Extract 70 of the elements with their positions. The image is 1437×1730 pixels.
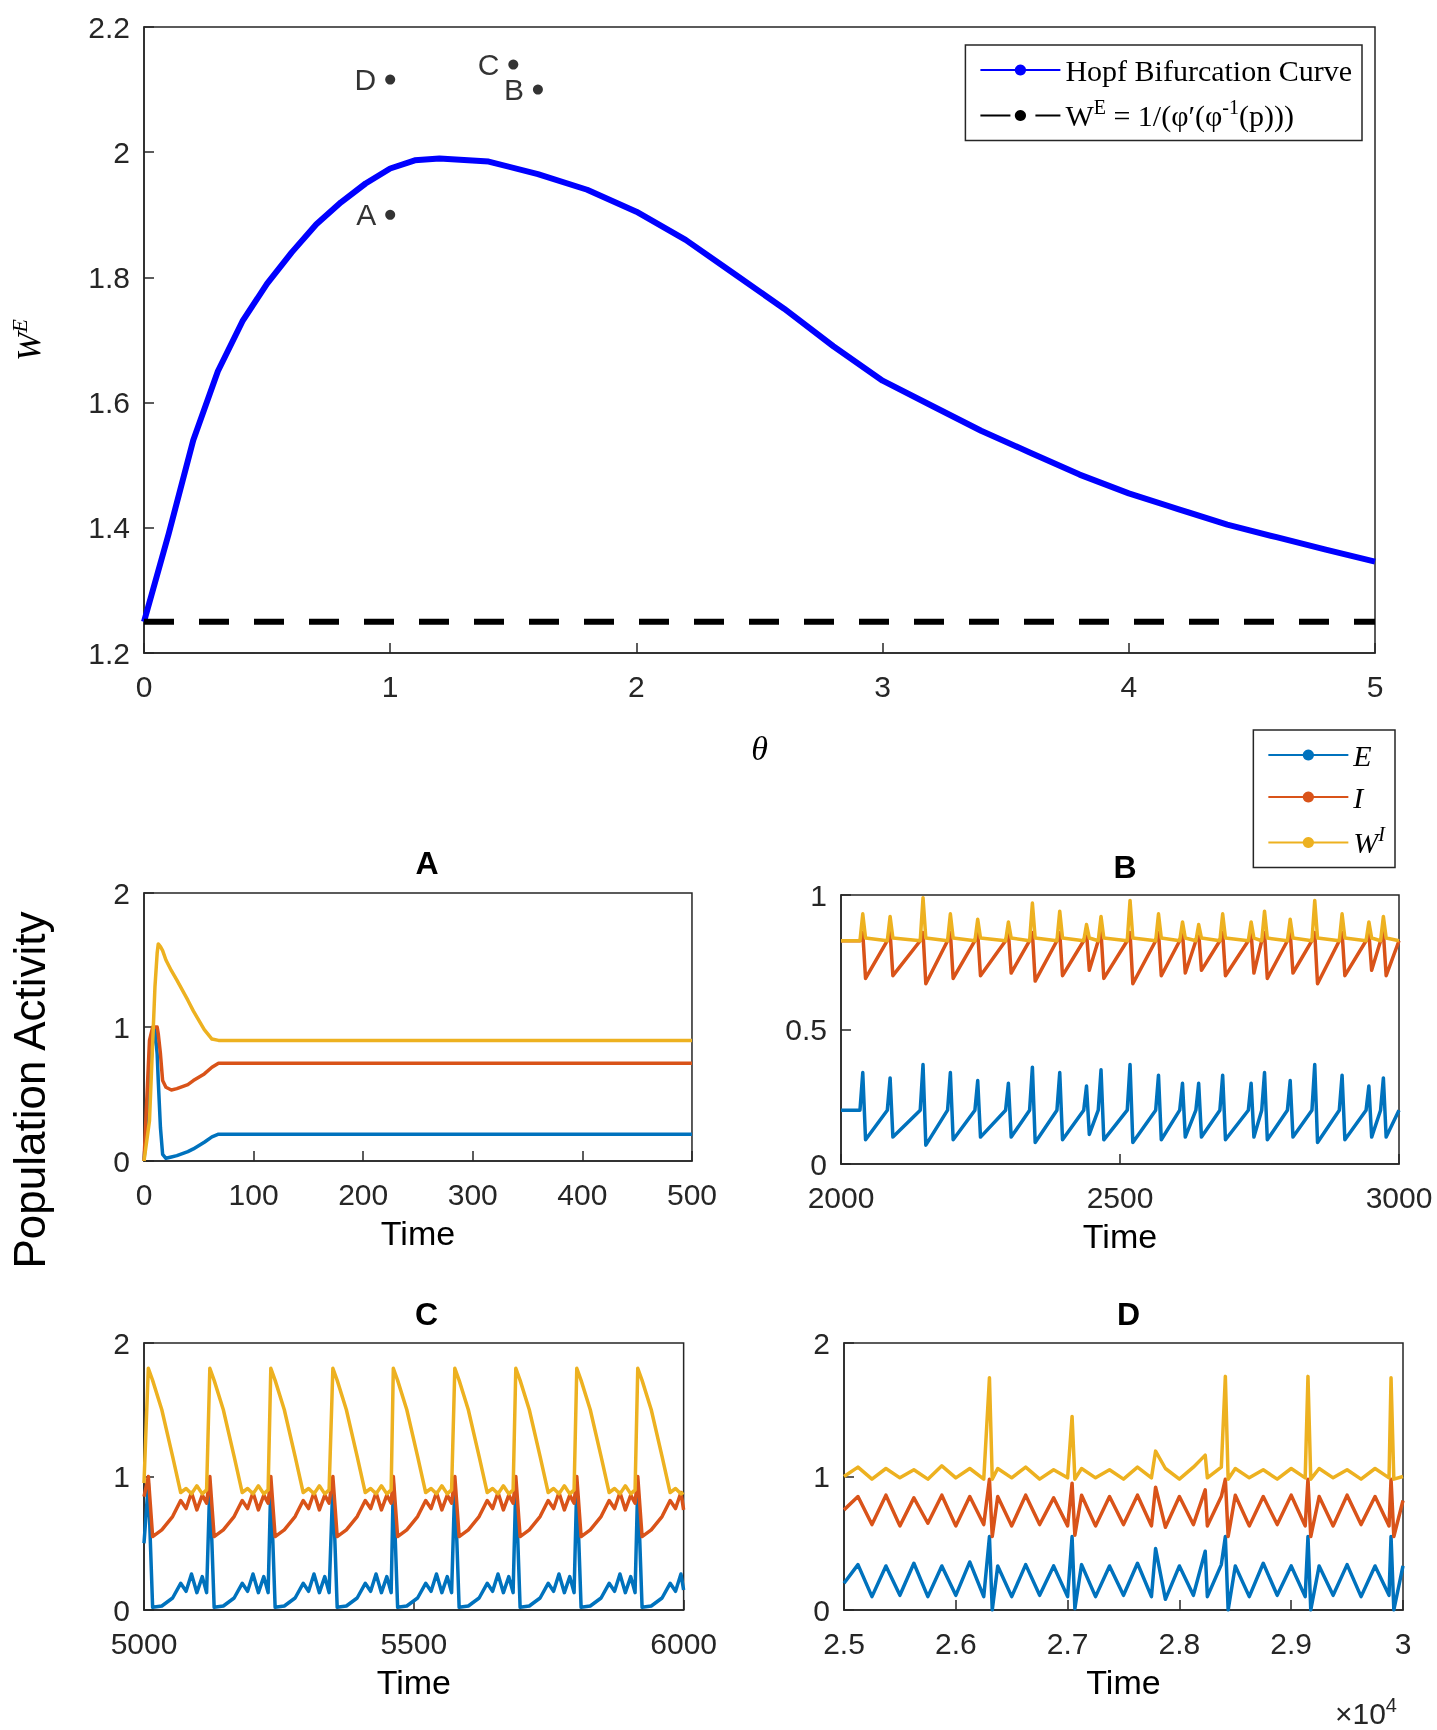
x-tick-label: 5000	[110, 1626, 178, 1660]
x-tick-label: 5	[1366, 669, 1384, 703]
annotation: C	[477, 48, 500, 82]
y-axis-title: WE	[6, 318, 47, 361]
x-tick-label: 3	[1394, 1626, 1412, 1660]
y-tick-label: 0	[113, 1593, 130, 1627]
x-tick-label: 2.8	[1158, 1626, 1201, 1660]
y-tick-label: 1.2	[88, 636, 130, 670]
y-axis-title: Population Activity	[5, 911, 55, 1269]
point	[532, 84, 543, 95]
x-axis-title: θ	[751, 729, 768, 767]
line-series	[142, 1366, 686, 1496]
y-tick-label: 1.8	[88, 260, 130, 294]
x-tick-label: 3	[874, 669, 891, 703]
annotation: A	[356, 198, 377, 232]
chart-title: C	[414, 1296, 439, 1332]
x-tick-label: 200	[338, 1177, 389, 1211]
legend-label: Hopf Bifurcation Curve	[1065, 53, 1353, 87]
legend-label: I	[1352, 780, 1366, 814]
x-axis-title: Time	[1086, 1663, 1161, 1701]
y-tick-label: 2.2	[88, 10, 130, 44]
y-tick-label: 1.4	[88, 511, 130, 545]
line-series	[842, 1477, 1405, 1539]
y-tick-label: 1	[113, 1010, 130, 1044]
line-series	[142, 1474, 686, 1539]
x-tick-label: 2.5	[823, 1626, 865, 1660]
chart-title: B	[1113, 849, 1137, 885]
x-tick-label: 0	[135, 669, 153, 703]
point	[385, 209, 396, 220]
point	[385, 74, 396, 85]
x-tick-label: 6000	[650, 1626, 718, 1660]
y-tick-label: 1	[813, 1460, 830, 1493]
x-tick-label: 2	[628, 669, 645, 703]
x-tick-label: 300	[447, 1177, 498, 1211]
y-tick-label: 0	[813, 1593, 830, 1627]
y-tick-label: 1	[810, 878, 827, 912]
line-series	[839, 1062, 1401, 1147]
point	[508, 59, 519, 70]
x-tick-label: 2500	[1086, 1180, 1154, 1214]
chart-title: D	[1116, 1296, 1141, 1332]
annotation: B	[503, 73, 524, 107]
line-series	[839, 895, 1401, 943]
x-tick-label: 100	[228, 1177, 279, 1211]
y-tick-label: 0	[113, 1144, 130, 1178]
line-series	[842, 1374, 1405, 1481]
y-tick-label: 2	[113, 1326, 130, 1360]
annotation: D	[354, 63, 377, 97]
y-tick-label: 0.5	[785, 1013, 827, 1046]
legend-label: E	[1352, 738, 1372, 772]
x-tick-label: 2000	[807, 1180, 875, 1214]
y-tick-label: 1.6	[88, 386, 130, 420]
y-tick-label: 1	[113, 1460, 130, 1493]
x-tick-label: 3000	[1365, 1180, 1433, 1214]
x-axis-title: Time	[380, 1214, 456, 1252]
y-tick-label: 2	[813, 1326, 830, 1360]
y-tick-label: 2	[113, 876, 130, 910]
x-tick-label: 500	[666, 1177, 717, 1211]
x-tick-label: 1	[381, 669, 399, 703]
y-tick-label: 0	[810, 1147, 827, 1181]
x-tick-label: 0	[135, 1177, 153, 1211]
y-tick-label: 2	[113, 135, 130, 169]
x-tick-label: 2.9	[1270, 1626, 1313, 1660]
x-tick-label: 2.6	[934, 1626, 977, 1660]
x-tick-label: 2.7	[1046, 1626, 1089, 1660]
x-axis-title: Time	[376, 1663, 451, 1701]
chart-title: A	[415, 845, 439, 881]
x-tick-label: 4	[1120, 669, 1138, 703]
x-tick-label: 400	[557, 1177, 608, 1211]
x-tick-label: 5500	[380, 1626, 448, 1660]
x-axis-title: Time	[1082, 1217, 1158, 1255]
